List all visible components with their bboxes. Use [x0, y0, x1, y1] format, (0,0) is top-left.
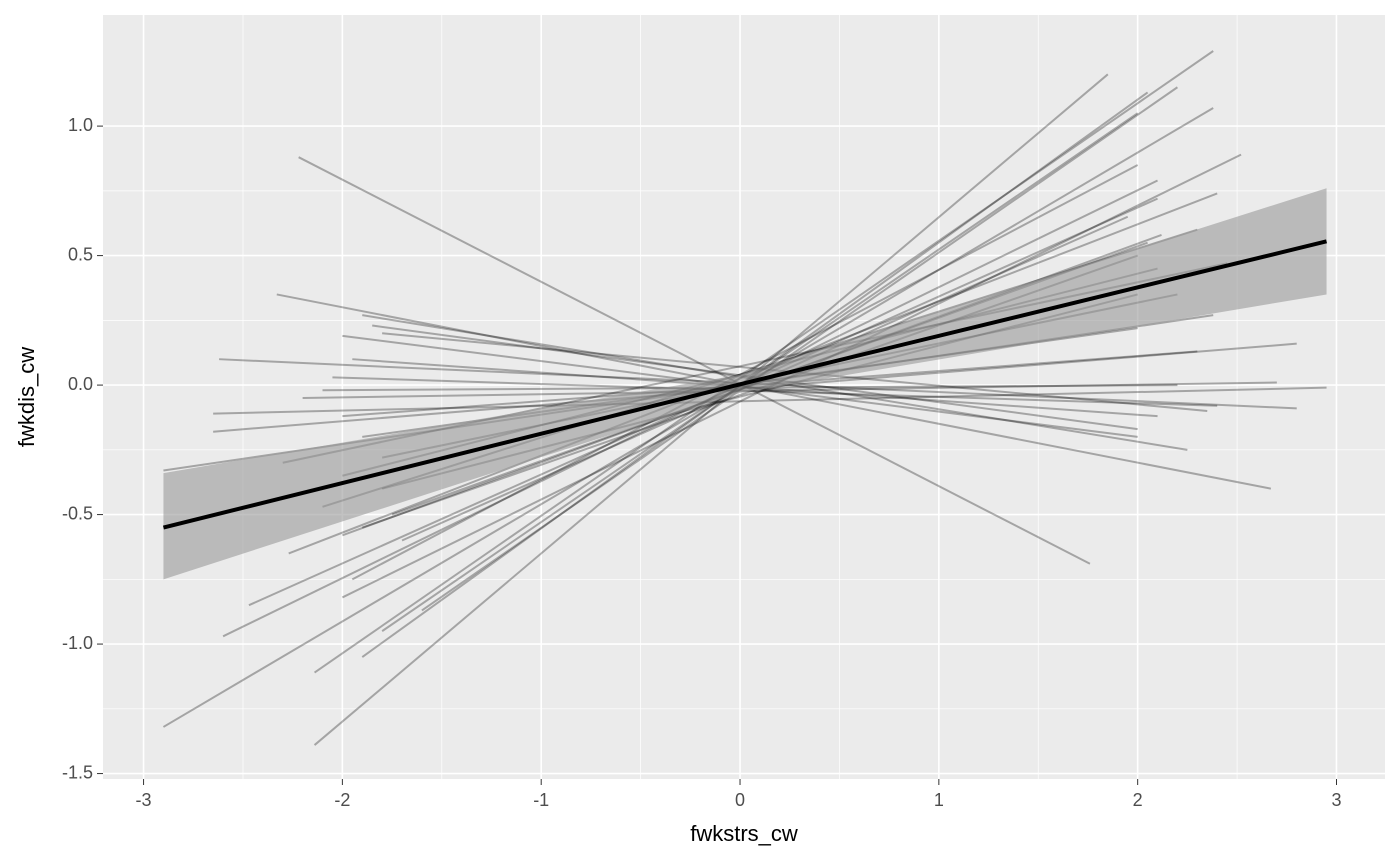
x-tick-label: -1 [533, 790, 549, 810]
y-tick-label: 0.0 [68, 374, 93, 394]
group-line [302, 381, 1277, 400]
x-tick-label: 2 [1133, 790, 1143, 810]
x-tick-label: 1 [934, 790, 944, 810]
y-tick-label: -0.5 [62, 503, 93, 523]
group-line [351, 164, 1139, 581]
y-tick-label: 1.0 [68, 115, 93, 135]
x-tick-label: -3 [136, 790, 152, 810]
group-line [332, 376, 1218, 407]
group-line [298, 156, 1091, 565]
y-tick-label: -1.5 [62, 762, 93, 782]
group-line [313, 50, 1214, 674]
group-line [162, 107, 1214, 728]
group-line [213, 386, 1327, 415]
group-line [313, 73, 1109, 746]
group-line [276, 293, 1272, 490]
fit-line [162, 239, 1328, 530]
x-tick-label: -2 [334, 790, 350, 810]
x-axis-title: fwkstrs_cw [690, 821, 798, 846]
y-axis-title: fwkdis_cw [14, 347, 39, 447]
y-tick-label: 0.5 [68, 244, 93, 264]
x-tick-label: 3 [1331, 790, 1341, 810]
panel [103, 15, 1385, 779]
y-tick-label: -1.0 [62, 633, 93, 653]
group-line [421, 86, 1178, 612]
x-tick-label: 0 [735, 790, 745, 810]
